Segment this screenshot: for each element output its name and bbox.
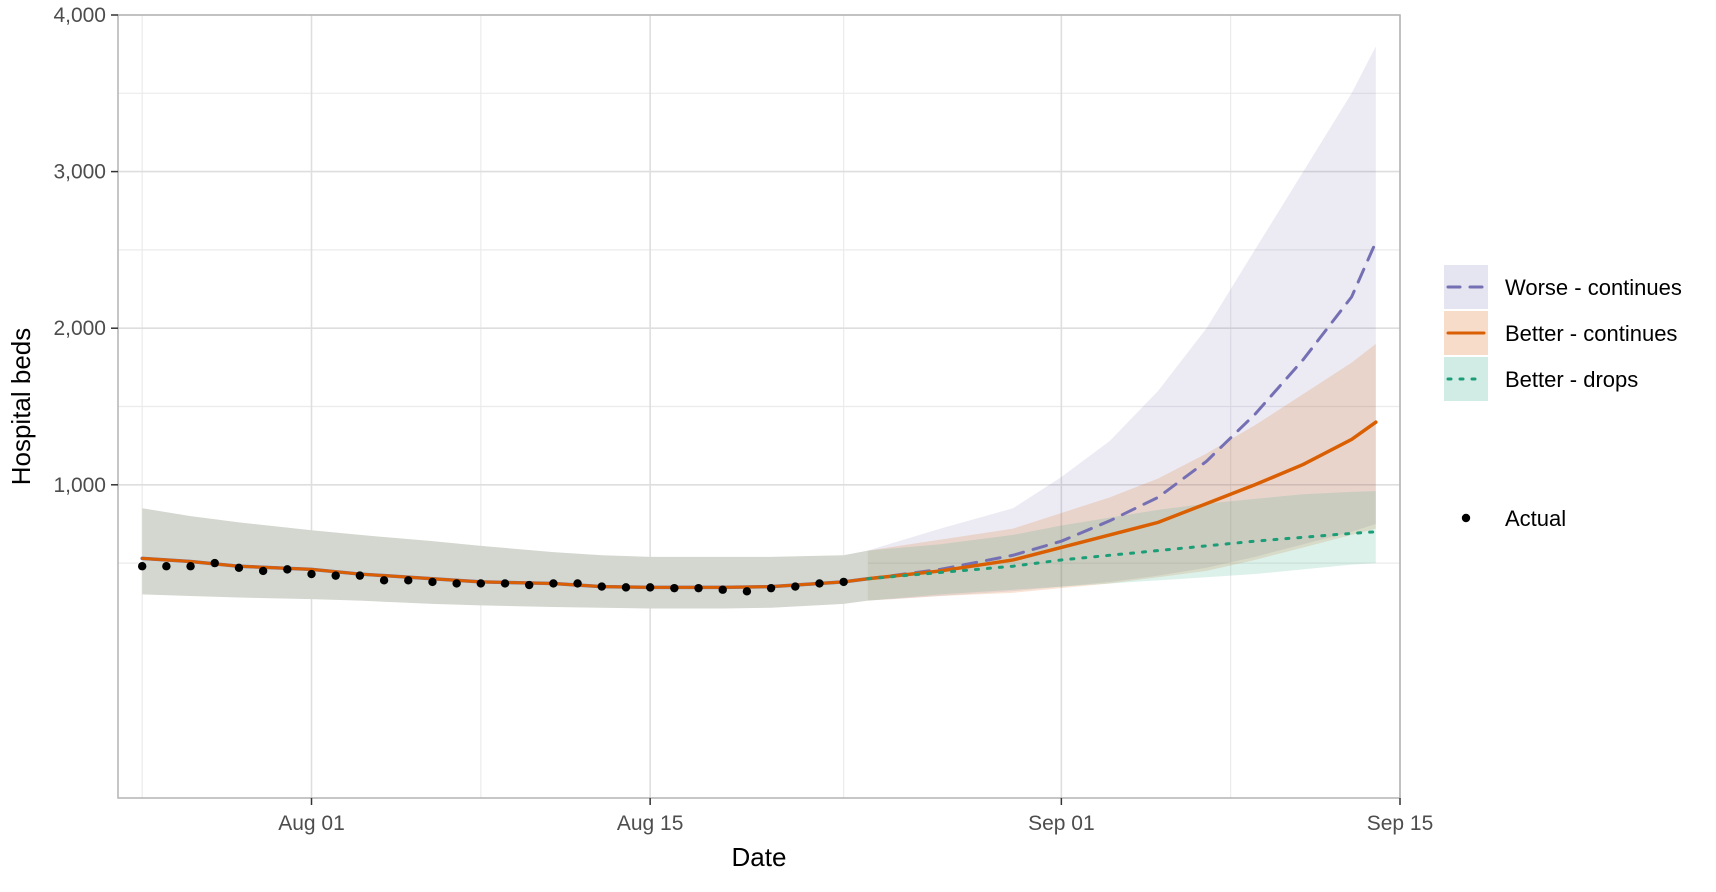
line-better-continues [866, 420, 1378, 581]
x-axis-title: Date [732, 842, 787, 872]
actual-point [597, 582, 606, 591]
y-tick-label: 3,000 [53, 161, 106, 184]
actual-point [549, 579, 558, 588]
actual-point [621, 583, 631, 592]
actual-point [258, 566, 268, 576]
actual-point [283, 565, 292, 574]
band-better-drops [867, 491, 1376, 601]
line-worse-continues [866, 240, 1378, 581]
actual-point [670, 583, 679, 593]
actual-point [307, 569, 316, 579]
actual-point [645, 583, 655, 592]
y-tick-label: 1,000 [53, 474, 106, 497]
actual-point [234, 563, 244, 572]
actual-point [428, 577, 437, 587]
actual-point [452, 579, 461, 588]
legend: Worse - continues Better - continues Bette… [1444, 265, 1682, 531]
actual-point [839, 577, 848, 587]
actual-point [355, 571, 365, 580]
actual-point [742, 587, 752, 596]
actual-point [186, 562, 195, 571]
actual-point [500, 579, 510, 588]
line-layer [140, 240, 1378, 590]
points-layer [137, 558, 848, 596]
y-axis-title: Hospital beds [6, 328, 36, 486]
actual-point [766, 583, 776, 593]
actual-point [476, 579, 486, 588]
actual-point [210, 558, 219, 568]
legend-label: Better - drops [1505, 367, 1638, 392]
x-tick-label: Sep 01 [1028, 812, 1095, 835]
band-better-continues [867, 343, 1376, 601]
actual-point [718, 585, 727, 594]
band-worse-continues [867, 46, 1376, 601]
legend-key-point [1461, 513, 1471, 523]
actual-point [573, 579, 582, 588]
ribbon-layer [142, 46, 1376, 609]
legend-label: Actual [1505, 506, 1566, 531]
axes: 1,000 2,000 3,000 4,000 Aug 01 Aug 15 Sep 01 Se… [53, 4, 1433, 835]
actual-point [694, 583, 703, 593]
actual-point [525, 580, 534, 590]
line-better-drops [866, 530, 1378, 581]
actual-point [137, 562, 147, 571]
actual-point [404, 576, 413, 585]
y-tick-label: 2,000 [53, 317, 106, 340]
actual-point [162, 562, 171, 571]
actual-point [815, 579, 824, 588]
legend-label: Worse - continues [1505, 275, 1682, 300]
actual-point [331, 571, 340, 580]
panel-border [117, 14, 1401, 799]
y-tick-label: 4,000 [53, 4, 106, 27]
shared-confidence-band [142, 508, 868, 609]
x-tick-label: Aug 15 [617, 812, 684, 835]
legend-label: Better - continues [1505, 321, 1677, 346]
shared-fit-line-overlay [140, 556, 870, 589]
x-tick-label: Aug 01 [278, 812, 345, 835]
actual-point [791, 582, 800, 591]
actual-point [379, 576, 389, 585]
x-tick-label: Sep 15 [1367, 812, 1434, 835]
